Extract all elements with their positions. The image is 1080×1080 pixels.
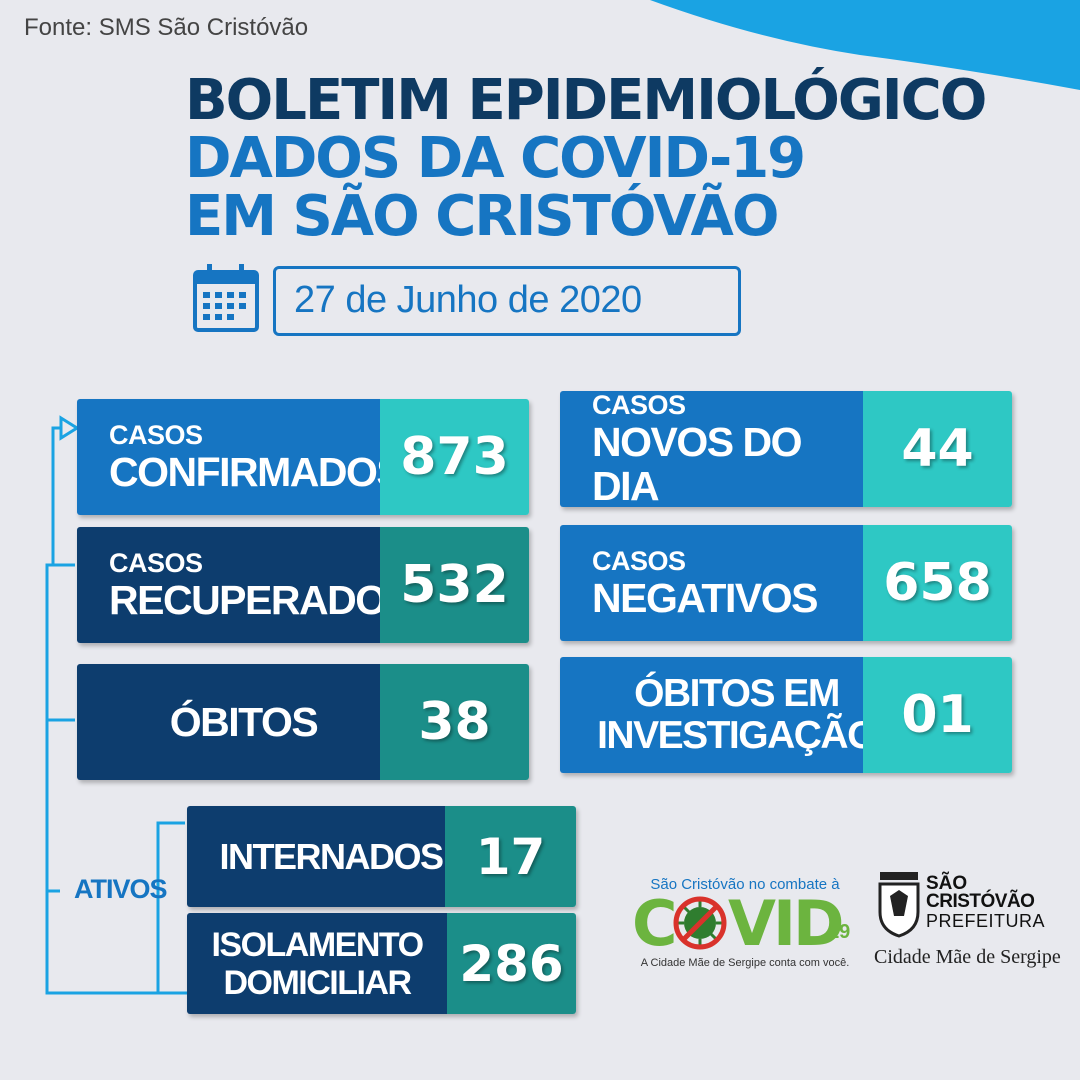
card-label-line2: CONFIRMADOS [109, 449, 404, 495]
calendar-icon [193, 264, 259, 332]
card-label-line1: CASOS [109, 420, 203, 450]
connector-lines [45, 415, 190, 995]
card-value: 286 [447, 913, 576, 1014]
card-obitos: ÓBITOS 38 [77, 664, 529, 780]
source-text: Fonte: SMS São Cristóvão [24, 14, 309, 41]
wave-decoration [650, 0, 1080, 90]
card-label-line1: CASOS [592, 391, 686, 420]
card-obitos-investigacao: ÓBITOS EM INVESTIGAÇÃO 01 [560, 657, 1012, 773]
coat-of-arms-icon [878, 872, 920, 938]
card-label-line1: ISOLAMENTO [211, 925, 424, 964]
card-value: 873 [380, 399, 529, 515]
card-label-line2: NOVOS DO DIA [592, 419, 802, 507]
prefeitura-line1: SÃO [926, 873, 968, 894]
covid-campaign-logo: São Cristóvão no combate à C VID 19 A Ci… [630, 876, 860, 969]
card-casos-negativos: CASOS NEGATIVOS 658 [560, 525, 1012, 641]
card-label-line1: ÓBITOS EM [634, 672, 840, 715]
card-label-line2: INVESTIGAÇÃO [597, 714, 877, 757]
title-line-2: DADOS DA COVID-19 [185, 126, 806, 191]
card-value: 44 [863, 391, 1012, 507]
prefeitura-logo: SÃO CRISTÓVÃO PREFEITURA Cidade Mãe de S… [872, 870, 1062, 975]
date-text: 27 de Junho de 2020 [294, 279, 642, 321]
virus-icon [673, 896, 727, 950]
card-label-line2: RECUPERADOS [109, 577, 413, 623]
covid-logo-word: VID [728, 887, 845, 960]
card-value: 17 [445, 806, 576, 907]
card-value: 658 [863, 525, 1012, 641]
prefeitura-line3: PREFEITURA [926, 911, 1046, 931]
card-casos-recuperados: CASOS RECUPERADOS 532 [77, 527, 529, 643]
card-internados: INTERNADOS 17 [187, 806, 576, 907]
ativos-label: ATIVOS [74, 874, 168, 904]
card-label-line2: NEGATIVOS [592, 575, 818, 621]
card-isolamento: ISOLAMENTO DOMICILIAR 286 [187, 913, 576, 1014]
title-line-1: BOLETIM EPIDEMIOLÓGICO [185, 68, 987, 133]
card-casos-confirmados: CASOS CONFIRMADOS 873 [77, 399, 529, 515]
card-label-line1: CASOS [109, 548, 203, 578]
card-label-line1: CASOS [592, 546, 686, 576]
card-casos-novos: CASOS NOVOS DO DIA 44 [560, 391, 1012, 507]
title-line-3: EM SÃO CRISTÓVÃO [185, 184, 779, 249]
covid-logo-letter: C [632, 887, 677, 960]
card-value: 38 [380, 664, 529, 780]
covid-logo-top: São Cristóvão no combate à [650, 876, 840, 893]
covid-logo-suffix: 19 [828, 921, 851, 943]
prefeitura-line2: CRISTÓVÃO [926, 891, 1035, 912]
card-value: 532 [380, 527, 529, 643]
card-label-line2: DOMICILIAR [223, 963, 412, 1002]
card-label: INTERNADOS [219, 835, 444, 877]
date-box: 27 de Junho de 2020 [273, 266, 741, 336]
covid-logo-tagline: A Cidade Mãe de Sergipe conta com você. [640, 957, 850, 969]
card-label: ÓBITOS [169, 699, 319, 745]
card-value: 01 [863, 657, 1012, 773]
prefeitura-motto: Cidade Mãe de Sergipe [874, 946, 1061, 968]
